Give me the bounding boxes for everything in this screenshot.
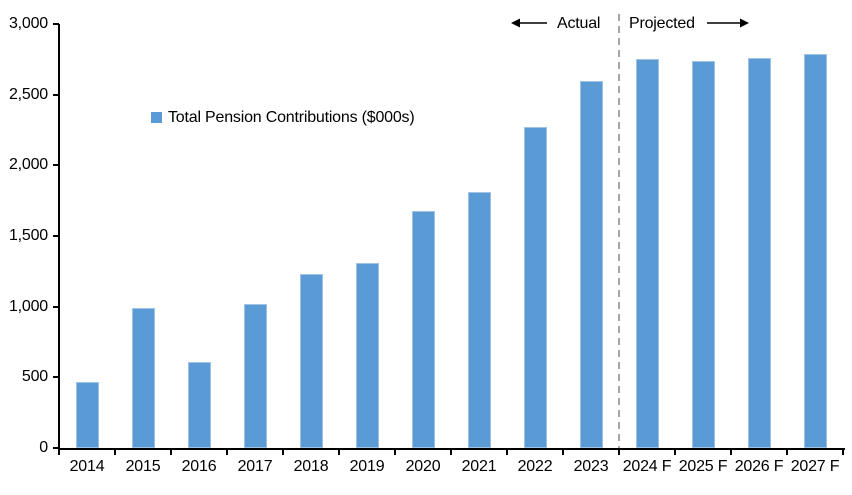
y-axis-tick-label: 2,000: [8, 156, 48, 174]
x-axis-tick: [394, 448, 396, 455]
projected-label: Projected: [629, 15, 695, 32]
x-axis-tick: [338, 448, 340, 455]
y-axis-tick-label: 3,000: [8, 15, 48, 32]
x-axis-label-2027-f: 2027 F: [790, 458, 840, 475]
x-axis-tick: [282, 448, 284, 455]
x-axis-label-2023: 2023: [573, 458, 609, 475]
y-axis-tick: [53, 93, 59, 96]
y-axis-tick: [53, 376, 59, 379]
y-axis-tick: [53, 235, 59, 237]
actual-label: Actual: [557, 15, 601, 32]
x-axis-tick: [170, 448, 172, 455]
x-axis-tick: [674, 448, 676, 455]
y-axis-tick-label: 1,500: [8, 227, 48, 244]
x-axis-label-2018: 2018: [293, 458, 329, 475]
x-axis-tick: [842, 448, 844, 455]
bar-2026-f: [747, 57, 771, 448]
bar-2021: [467, 192, 491, 448]
x-axis-label-2016: 2016: [181, 458, 217, 475]
y-axis-tick: [53, 447, 59, 449]
bar-2018: [299, 274, 323, 448]
x-axis-tick: [786, 448, 788, 455]
y-axis-tick-label: 500: [21, 368, 48, 386]
bar-2025-f: [691, 60, 715, 448]
bar-2016: [187, 361, 211, 448]
x-axis-label-2021: 2021: [461, 458, 497, 475]
x-axis-label-2019: 2019: [349, 458, 385, 475]
x-axis-label-2020: 2020: [405, 458, 441, 475]
x-axis-tick: [114, 448, 116, 455]
y-axis-tick-label: 2,500: [8, 85, 48, 103]
x-axis-label-2022: 2022: [517, 458, 553, 475]
y-axis-tick: [53, 164, 59, 167]
x-axis-label-2014: 2014: [69, 458, 105, 475]
bar-2024-f: [635, 59, 659, 448]
x-axis-tick: [450, 448, 452, 455]
bar-2014: [75, 381, 99, 448]
x-axis-tick: [506, 448, 508, 455]
bar-2020: [411, 210, 435, 448]
bar-2017: [243, 303, 267, 448]
bar-2022: [523, 127, 547, 448]
actual-projected-divider: [618, 14, 620, 448]
legend-swatch-icon: [151, 112, 162, 123]
bar-2027-f: [803, 53, 827, 448]
x-axis-tick: [730, 448, 732, 455]
x-axis-tick: [562, 448, 564, 455]
bar-2015: [131, 308, 155, 448]
left-arrow-icon: [511, 18, 547, 28]
legend-label: Total Pension Contributions ($000s): [168, 109, 415, 126]
x-axis-label-2024-f: 2024 F: [622, 458, 672, 475]
x-axis-tick: [58, 448, 60, 455]
bar-2019: [355, 262, 379, 448]
x-axis-tick: [226, 448, 228, 455]
x-axis-label-2025-f: 2025 F: [678, 458, 728, 475]
y-axis-tick: [53, 23, 59, 25]
x-axis-label-2017: 2017: [237, 458, 273, 475]
x-axis-label-2026-f: 2026 F: [734, 458, 784, 475]
legend: Total Pension Contributions ($000s): [151, 108, 415, 127]
x-axis-tick: [618, 448, 620, 455]
y-axis-tick-label: 1,000: [8, 297, 48, 315]
bar-2023: [579, 80, 603, 448]
x-axis-label-2015: 2015: [125, 458, 161, 475]
y-axis-line: [58, 24, 60, 450]
right-arrow-icon: [707, 18, 749, 28]
y-axis-tick-label: 0: [39, 439, 48, 456]
y-axis-tick: [53, 305, 59, 308]
